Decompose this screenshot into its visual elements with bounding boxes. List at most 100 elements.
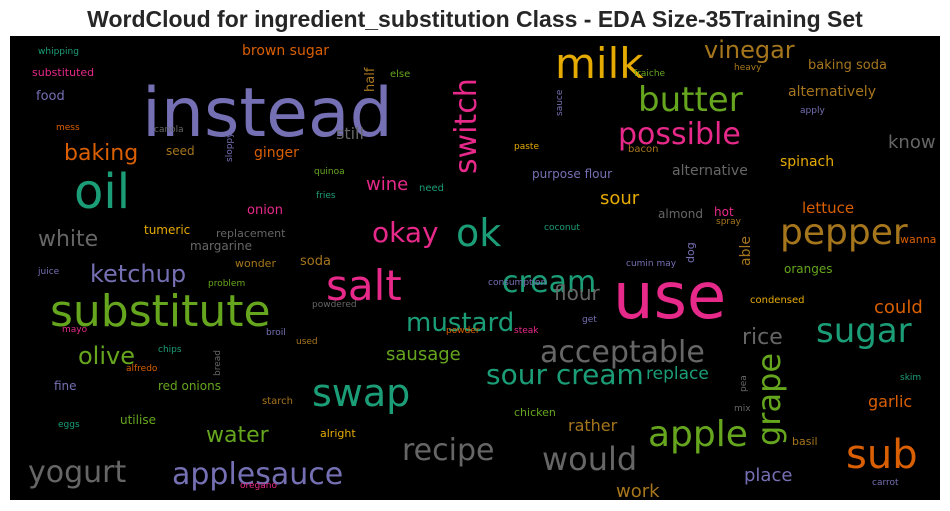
word-able: able (738, 236, 754, 266)
word-half: half (363, 67, 378, 92)
word-apply: apply (800, 106, 825, 116)
word-alternatively: alternatively (788, 84, 876, 100)
word-alternative: alternative (672, 163, 748, 179)
word-canola: canola (154, 125, 184, 135)
word-coconut: coconut (544, 223, 580, 233)
word-chips: chips (158, 345, 182, 355)
word-powder: powder (446, 326, 480, 336)
word-basil: basil (792, 435, 818, 448)
word-oranges: oranges (784, 262, 833, 276)
word-carrot: carrot (872, 478, 899, 488)
wordcloud-svg: instead use oil substitute milk salt switch but… (28, 36, 936, 500)
word-baking-soda: baking soda (808, 58, 887, 73)
word-would: would (542, 440, 637, 478)
word-rice: rice (742, 325, 783, 350)
word-purpose-flour: purpose flour (532, 167, 612, 181)
word-margarine: margarine (190, 239, 252, 253)
word-condensed: condensed (750, 295, 805, 306)
word-hot: hot (714, 205, 734, 219)
word-get: get (582, 315, 597, 325)
word-almond: almond (658, 207, 703, 221)
word-oil: oil (74, 164, 130, 220)
word-switch: switch (449, 78, 484, 174)
word-yogurt: yogurt (28, 455, 126, 490)
word-apple: apple (648, 414, 748, 455)
word-water: water (206, 423, 270, 448)
word-milk: milk (555, 39, 644, 88)
word-ginger: ginger (254, 145, 299, 161)
word-oregano: oregano (240, 481, 277, 491)
word-tumeric: tumeric (144, 223, 190, 237)
word-sloppy: sloppy (225, 132, 235, 162)
word-broil: broil (266, 328, 286, 338)
word-fine: fine (54, 379, 77, 393)
word-sausage: sausage (386, 344, 461, 365)
word-use: use (613, 260, 726, 334)
word-butter: butter (638, 80, 743, 120)
word-okay: okay (372, 216, 439, 249)
word-fries: fries (316, 191, 336, 201)
word-lettuce: lettuce (802, 199, 854, 217)
word-food: food (36, 89, 65, 104)
word-spinach: spinach (780, 154, 834, 170)
word-cream: cream (502, 265, 596, 300)
word-substitute: substitute (50, 286, 271, 337)
word-wanna: wanna (900, 233, 936, 246)
word-instead: instead (142, 74, 393, 153)
word-bread: bread (213, 350, 223, 376)
word-quinoa: quinoa (314, 167, 345, 177)
word-olive: olive (78, 342, 135, 370)
word-red-onions: red onions (158, 379, 221, 393)
word-could: could (874, 297, 923, 318)
word-powdered: powdered (312, 300, 357, 310)
word-starch: starch (262, 396, 293, 407)
word-sauce: sauce (555, 89, 565, 116)
word-replacement: replacement (216, 227, 286, 240)
word-possible: possible (618, 117, 741, 152)
word-cumin-may: cumin may (626, 259, 677, 269)
word-soda: soda (300, 254, 331, 269)
word-sour: sour (600, 188, 640, 209)
word-utilise: utilise (120, 413, 156, 427)
word-wine: wine (366, 174, 408, 195)
word-swap: swap (312, 371, 410, 415)
word-white: white (38, 227, 98, 252)
word-bacon: bacon (628, 144, 658, 155)
word-work: work (616, 481, 660, 500)
word-eggs: eggs (58, 420, 80, 430)
word-dog: dog (684, 242, 697, 263)
word-baking: baking (64, 141, 138, 166)
word-mix: mix (734, 404, 751, 414)
word-place: place (744, 465, 792, 486)
word-skim: skim (900, 373, 921, 383)
word-brown-sugar: brown sugar (242, 43, 329, 59)
word-consumption: consumption (488, 278, 546, 288)
word-mayo: mayo (62, 325, 88, 335)
word-pea: pea (739, 375, 749, 392)
word-seed: seed (166, 144, 195, 158)
word-vinegar: vinegar (704, 36, 795, 64)
word-fraiche: fraiche (634, 69, 666, 79)
word-sugar: sugar (816, 311, 912, 351)
word-alright: alright (320, 427, 356, 440)
word-sub: sub (846, 432, 918, 478)
word-mustard: mustard (406, 308, 514, 338)
word-paste: paste (514, 142, 539, 152)
word-steak: steak (514, 326, 539, 336)
word-onion: onion (247, 203, 283, 218)
word-applesauce: applesauce (172, 457, 343, 492)
word-spray: spray (716, 217, 742, 227)
word-wonder: wonder (235, 257, 276, 270)
word-need: need (419, 183, 444, 194)
word-still: still (336, 124, 364, 143)
wordcloud-canvas: instead use oil substitute milk salt switch but… (10, 36, 940, 500)
word-ok: ok (456, 211, 501, 255)
word-know: know (888, 132, 936, 153)
word-heavy: heavy (734, 63, 762, 73)
word-mess: mess (56, 123, 80, 133)
word-replace: replace (646, 364, 709, 384)
word-else: else (390, 69, 410, 80)
word-whipping: whipping (38, 47, 79, 57)
word-rather: rather (568, 416, 618, 435)
word-recipe: recipe (402, 433, 494, 468)
